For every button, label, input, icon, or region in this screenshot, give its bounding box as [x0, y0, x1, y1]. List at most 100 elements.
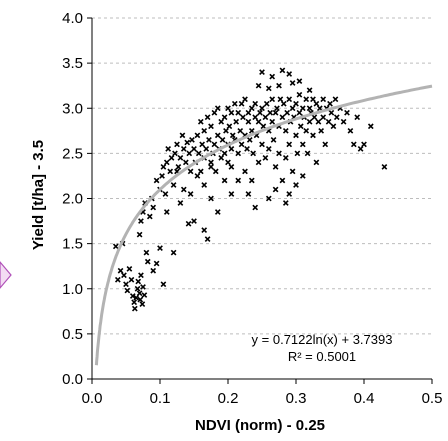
data-point — [279, 114, 286, 121]
data-point — [248, 127, 255, 134]
data-point — [286, 96, 293, 103]
data-point — [279, 177, 286, 184]
data-point — [306, 87, 313, 94]
data-point — [126, 266, 133, 272]
data-point — [316, 105, 323, 112]
x-tick-label: 0.0 — [82, 390, 103, 407]
x-tick-label: 0.2 — [218, 390, 239, 407]
data-point — [165, 145, 172, 152]
data-point — [214, 105, 221, 112]
data-point — [274, 105, 280, 112]
y-tick-labels: 0.0 0.5 1.0 1.5 2.0 2.5 3.0 3.5 4.0 — [62, 10, 83, 388]
data-point — [235, 150, 242, 157]
data-point — [284, 109, 291, 116]
data-point — [289, 105, 296, 112]
data-point — [144, 258, 151, 265]
data-point — [159, 173, 165, 179]
data-point — [320, 96, 327, 103]
y-tick-label: 4.0 — [62, 10, 83, 27]
data-point — [238, 141, 245, 148]
y-tick-label: 1.0 — [62, 281, 83, 298]
data-point — [311, 114, 318, 121]
data-point — [214, 132, 221, 139]
data-point — [347, 127, 354, 134]
data-point — [211, 141, 218, 148]
y-axis-title: Yield [t/ha] - 3.5 — [30, 140, 47, 250]
y-tick-label: 2.0 — [62, 191, 83, 208]
data-point — [265, 145, 272, 152]
data-point — [121, 272, 127, 279]
data-point — [231, 100, 238, 107]
data-point — [189, 136, 195, 143]
data-point — [175, 164, 182, 170]
data-point — [191, 145, 197, 152]
data-point — [160, 281, 167, 288]
data-point — [310, 132, 316, 139]
data-point — [135, 278, 142, 285]
data-point — [221, 114, 228, 121]
data-point — [160, 164, 167, 170]
data-point — [245, 109, 252, 116]
data-point — [333, 114, 340, 121]
data-point — [350, 141, 357, 148]
data-point — [204, 114, 211, 121]
data-point — [299, 141, 306, 148]
data-point — [248, 177, 255, 184]
data-point — [286, 141, 293, 148]
data-point — [293, 100, 299, 107]
data-point — [136, 231, 143, 238]
data-point — [194, 132, 201, 139]
data-point — [310, 96, 316, 103]
data-point — [174, 141, 180, 148]
data-point — [328, 109, 335, 116]
data-point — [124, 287, 131, 294]
data-point — [203, 145, 210, 152]
data-point — [296, 78, 303, 85]
data-point — [244, 145, 250, 152]
data-point — [263, 100, 270, 107]
data-point — [267, 109, 274, 116]
data-point — [322, 141, 329, 148]
data-point — [240, 114, 246, 121]
data-point — [129, 293, 136, 299]
data-point — [177, 200, 184, 206]
data-point — [184, 139, 191, 146]
data-point — [344, 109, 350, 116]
data-point — [228, 191, 235, 197]
data-point — [252, 204, 259, 211]
data-point — [191, 218, 197, 224]
data-point — [163, 159, 170, 166]
data-point — [182, 159, 189, 166]
data-point — [282, 200, 289, 206]
data-point — [297, 123, 304, 130]
data-point — [153, 260, 160, 267]
data-point — [235, 177, 242, 184]
data-point — [133, 294, 140, 301]
data-point — [157, 245, 163, 252]
data-point — [242, 168, 248, 175]
data-point — [289, 168, 296, 175]
data-point — [179, 132, 186, 139]
data-point — [186, 150, 193, 157]
data-point — [237, 127, 244, 134]
data-point — [255, 159, 262, 166]
data-point — [289, 80, 296, 86]
data-point — [136, 290, 143, 297]
data-point — [260, 123, 267, 130]
data-point — [201, 127, 208, 134]
data-point — [163, 209, 170, 215]
data-point — [269, 73, 276, 80]
data-point — [197, 118, 204, 125]
data-point — [214, 209, 221, 215]
data-point — [204, 236, 211, 242]
data-point — [229, 132, 236, 139]
data-point — [280, 100, 287, 107]
data-point — [330, 123, 337, 130]
data-point — [138, 272, 144, 279]
data-point — [128, 276, 135, 283]
data-point — [201, 182, 208, 188]
data-point — [299, 105, 306, 112]
data-point — [218, 155, 225, 161]
data-point — [265, 195, 272, 202]
